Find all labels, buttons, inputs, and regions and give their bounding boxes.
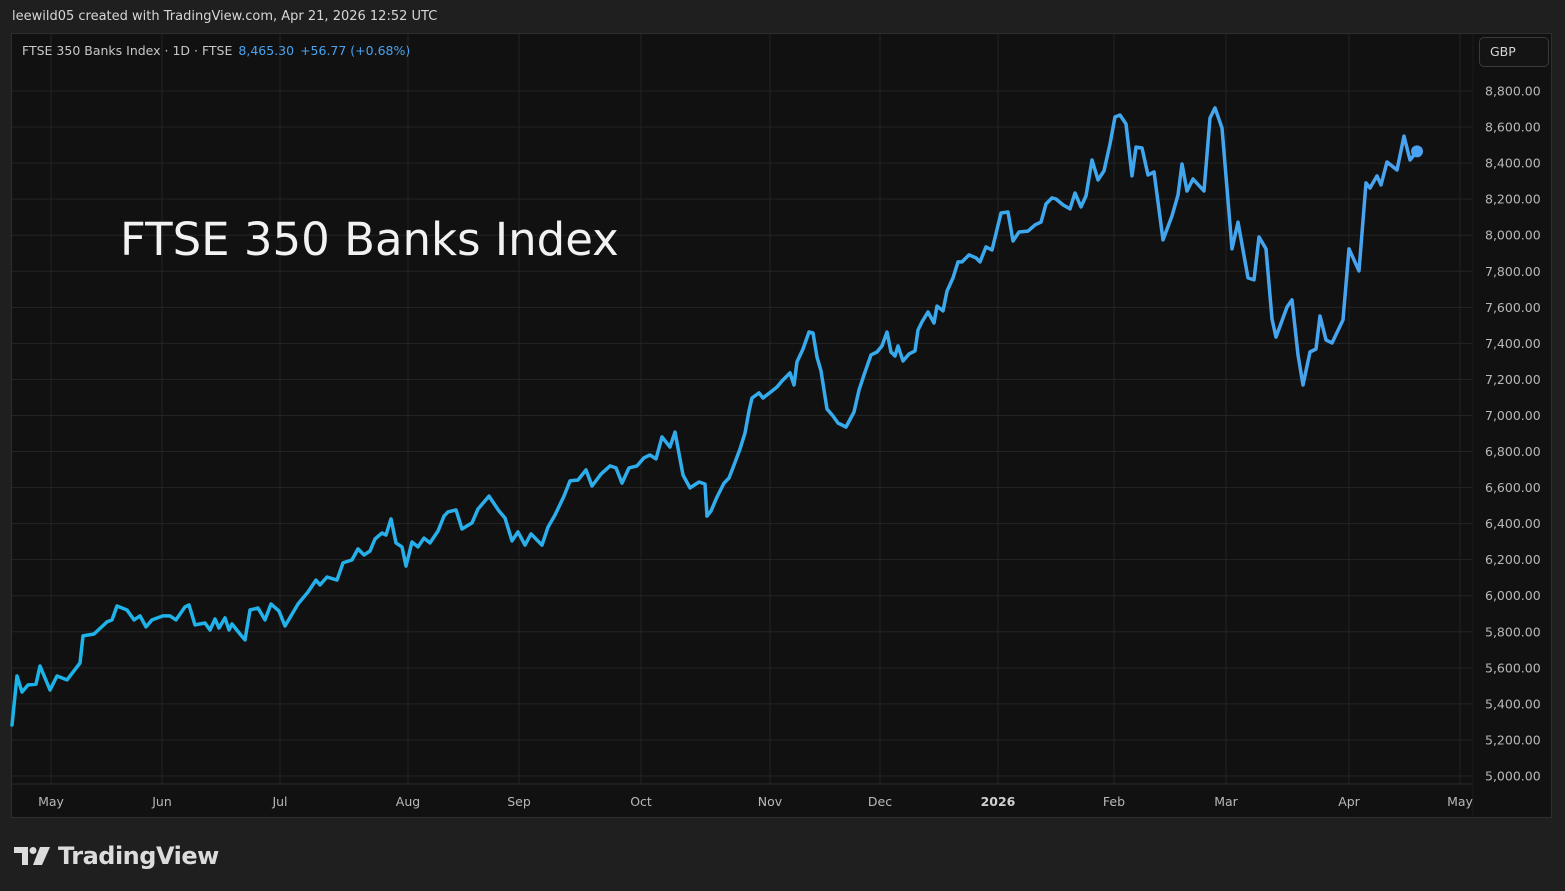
price-axis-label: 8,000.00 — [1485, 228, 1541, 243]
symbol-legend: FTSE 350 Banks Index · 1D · FTSE 8,465.30… — [22, 43, 410, 58]
price-axis-label: 5,000.00 — [1485, 769, 1541, 784]
tradingview-logo[interactable]: TradingView — [14, 842, 219, 870]
price-axis-label: 5,400.00 — [1485, 696, 1541, 711]
time-axis-label: Mar — [1214, 794, 1238, 809]
price-axis-label: 6,400.00 — [1485, 516, 1541, 531]
time-axis-label: Sep — [507, 794, 531, 809]
price-axis-label: 7,600.00 — [1485, 300, 1541, 315]
time-axis-label: Aug — [396, 794, 420, 809]
overlay-title: FTSE 350 Banks Index — [120, 213, 619, 266]
price-axis-label: 8,200.00 — [1485, 192, 1541, 207]
brand-name: TradingView — [58, 842, 219, 870]
legend-last-price: 8,465.30 — [238, 43, 295, 58]
price-axis-label: 5,800.00 — [1485, 624, 1541, 639]
time-axis-label: Apr — [1338, 794, 1360, 809]
time-axis[interactable]: May Jun Jul Aug Sep Oct Nov Dec 2026 Feb Mar Apr May — [38, 794, 1473, 809]
price-axis-label: 7,400.00 — [1485, 336, 1541, 351]
legend-symbol: FTSE 350 Banks Index · 1D · FTSE — [22, 43, 233, 58]
time-axis-label: 2026 — [981, 794, 1016, 809]
time-axis-label: May — [38, 794, 64, 809]
price-axis-label: 7,200.00 — [1485, 372, 1541, 387]
time-axis-label: Jun — [151, 794, 172, 809]
price-axis-label: 5,600.00 — [1485, 660, 1541, 675]
price-axis-label: 6,000.00 — [1485, 588, 1541, 603]
price-axis-label: 8,400.00 — [1485, 156, 1541, 171]
time-axis-label: Nov — [758, 794, 783, 809]
time-axis-label: Feb — [1103, 794, 1125, 809]
price-line — [10, 106, 1419, 727]
last-price-marker — [1411, 145, 1423, 158]
tradingview-logo-icon — [14, 847, 50, 865]
price-axis-label: 8,600.00 — [1485, 120, 1541, 135]
price-axis-label: 5,200.00 — [1485, 732, 1541, 747]
price-axis-label: 6,800.00 — [1485, 444, 1541, 459]
legend-change: +56.77 (+0.68%) — [300, 43, 411, 58]
time-axis-label: Jul — [271, 794, 287, 809]
currency-button[interactable]: GBP — [1479, 37, 1549, 67]
price-axis-label: 8,800.00 — [1485, 84, 1541, 99]
price-axis-label: 6,200.00 — [1485, 552, 1541, 567]
time-axis-label: Oct — [630, 794, 652, 809]
grid-lines — [12, 34, 1473, 784]
time-axis-label: Dec — [868, 794, 892, 809]
price-axis-label: 7,000.00 — [1485, 408, 1541, 423]
price-axis[interactable]: 8,800.00 8,600.00 8,400.00 8,200.00 8,000.00… — [1485, 84, 1541, 784]
price-axis-label: 7,800.00 — [1485, 264, 1541, 279]
chart-frame — [11, 33, 1552, 818]
price-axis-label: 6,600.00 — [1485, 480, 1541, 495]
chart-credit: leewild05 created with TradingView.com, … — [12, 9, 438, 24]
time-axis-label: May — [1447, 794, 1473, 809]
